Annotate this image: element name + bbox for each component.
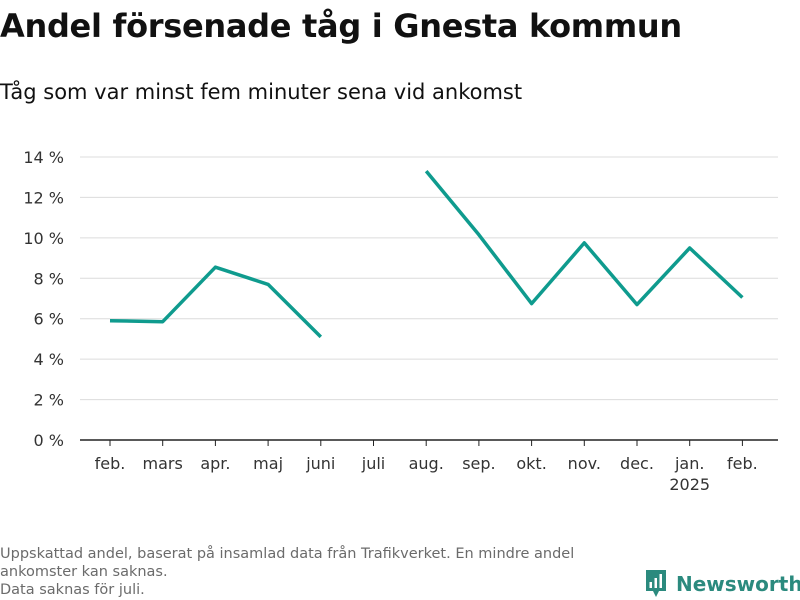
y-tick-label: 0 %	[34, 431, 64, 450]
y-tick-label: 6 %	[34, 310, 64, 329]
line-chart: 0 % 2 % 4 % 6 % 8 % 10 % 12 % 14 % feb. mars apr.…	[23, 148, 778, 494]
x-tick-label: nov.	[568, 454, 601, 473]
x-tick-label: juli	[361, 454, 385, 473]
series-line-segment	[424, 169, 744, 307]
x-tick-label: okt.	[516, 454, 546, 473]
x-tick-label: juni	[305, 454, 335, 473]
series-line-segment	[109, 265, 323, 339]
footnote-source: Uppskattad andel, baserat på insamlad da…	[0, 546, 575, 580]
y-tick-label: 10 %	[23, 229, 64, 248]
chart-footnote: Uppskattad andel, baserat på insamlad da…	[0, 545, 630, 599]
y-tick-label: 4 %	[34, 350, 64, 369]
x-tick-label: maj	[253, 454, 283, 473]
y-axis-ticks: 0 % 2 % 4 % 6 % 8 % 10 % 12 % 14 %	[23, 148, 64, 450]
brand-name: Newsworthy	[676, 572, 800, 596]
gridlines	[80, 156, 778, 401]
footnote-missing-data: Data saknas för juli.	[0, 582, 145, 598]
x-tick-label: feb.	[727, 454, 758, 473]
x-tick-label: mars	[143, 454, 183, 473]
series-lines	[109, 169, 744, 339]
brand-logo: Newsworthy	[644, 568, 800, 600]
chart-subtitle: Tåg som var minst fem minuter sena vid a…	[0, 80, 523, 104]
y-tick-label: 8 %	[34, 269, 64, 288]
x-tick-label: jan.	[674, 454, 704, 473]
y-tick-label: 14 %	[23, 148, 64, 167]
chart-title: Andel försenade tåg i Gnesta kommun	[0, 7, 682, 45]
x-axis-ticks: feb. mars apr. maj juni juli aug. sep. okt. nov. d…	[95, 440, 758, 494]
x-tick-label: feb.	[95, 454, 126, 473]
x-tick-label: sep.	[462, 454, 495, 473]
x-tick-label: aug.	[409, 454, 444, 473]
x-tick-label: dec.	[620, 454, 654, 473]
x-tick-label: apr.	[200, 454, 230, 473]
newsworthy-logo-icon	[646, 570, 666, 597]
y-tick-label: 12 %	[23, 188, 64, 207]
y-tick-label: 2 %	[34, 391, 64, 410]
x-tick-sublabel: 2025	[669, 475, 710, 494]
